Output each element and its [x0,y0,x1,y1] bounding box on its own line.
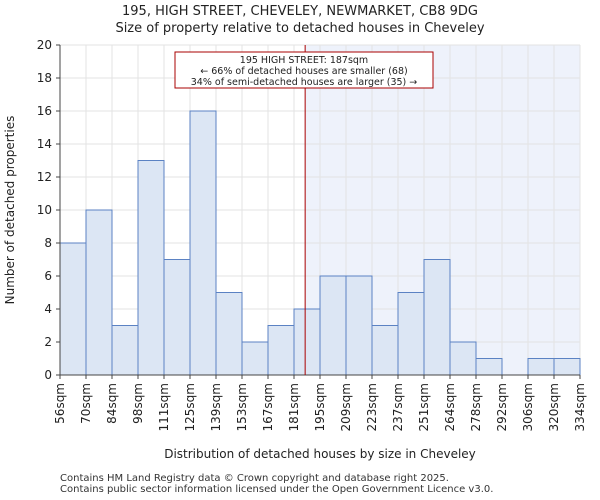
chart-title: 195, HIGH STREET, CHEVELEY, NEWMARKET, C… [122,4,478,19]
bar-98sqm [137,160,165,376]
x-tick-label-167sqm: 167sqm [261,383,275,431]
bar-209sqm [345,275,373,376]
x-tick-label-195sqm: 195sqm [313,383,327,431]
bar-56sqm [59,242,87,376]
x-tick-label-320sqm: 320sqm [547,383,561,431]
x-tick-label-111sqm: 111sqm [157,383,171,431]
bar-153sqm [241,341,269,376]
x-axis-label: Distribution of detached houses by size … [164,447,476,461]
y-tick-label-14: 14 [37,137,52,151]
bar-264sqm [449,341,477,376]
x-tick-label-251sqm: 251sqm [417,383,431,431]
bar-278sqm [475,358,503,376]
y-tick-label-6: 6 [44,269,52,283]
y-tick-label-18: 18 [37,71,52,85]
x-tick-label-292sqm: 292sqm [495,383,509,431]
x-tick-label-70sqm: 70sqm [79,383,93,424]
bar-111sqm [163,259,191,376]
y-tick-label-8: 8 [44,236,52,250]
footer-licence: Contains public sector information licen… [60,484,494,495]
bar-223sqm [371,325,399,376]
x-tick-label-278sqm: 278sqm [469,383,483,431]
x-tick-label-56sqm: 56sqm [53,383,67,424]
bar-320sqm [553,358,581,376]
x-tick-label-209sqm: 209sqm [339,383,353,431]
x-tick-label-98sqm: 98sqm [131,383,145,424]
bar-139sqm [215,292,243,376]
x-tick-label-125sqm: 125sqm [183,383,197,431]
x-tick-label-306sqm: 306sqm [521,383,535,431]
bar-84sqm [111,325,139,376]
x-tick-label-181sqm: 181sqm [287,383,301,431]
annotation-line-2: ← 66% of detached houses are smaller (68… [200,66,407,77]
bar-181sqm [293,308,321,376]
x-tick-label-237sqm: 237sqm [391,383,405,431]
x-tick-label-264sqm: 264sqm [443,383,457,431]
bar-167sqm [267,325,295,376]
x-tick-label-223sqm: 223sqm [365,383,379,431]
bar-306sqm [527,358,555,376]
footer-copyright: Contains HM Land Registry data © Crown c… [60,473,449,484]
bar-125sqm [189,110,217,376]
annotation-line-3: 34% of semi-detached houses are larger (… [191,77,418,88]
y-axis-label: Number of detached properties [3,116,17,305]
y-tick-label-20: 20 [37,38,52,52]
annotation-box [174,51,434,89]
y-tick-label-10: 10 [37,203,52,217]
x-tick-label-153sqm: 153sqm [235,383,249,431]
bar-237sqm [397,292,425,376]
y-tick-label-12: 12 [37,170,52,184]
y-tick-label-4: 4 [44,302,52,316]
x-tick-label-139sqm: 139sqm [209,383,223,431]
bar-195sqm [319,275,347,376]
annotation-line-1: 195 HIGH STREET: 187sqm [240,55,368,66]
histogram-chart: 0 2 4 6 8 10 12 14 16 18 20 56sqm 70sqm 84sqm 98sqm 111… [3,38,587,461]
bar-70sqm [85,209,113,376]
y-tick-label-16: 16 [37,104,52,118]
bar-251sqm [423,259,451,376]
x-tick-label-334sqm: 334sqm [573,383,587,431]
y-tick-label-2: 2 [44,335,52,349]
chart-subtitle: Size of property relative to detached ho… [115,21,485,36]
x-tick-label-84sqm: 84sqm [105,383,119,424]
y-tick-label-0: 0 [44,368,52,382]
